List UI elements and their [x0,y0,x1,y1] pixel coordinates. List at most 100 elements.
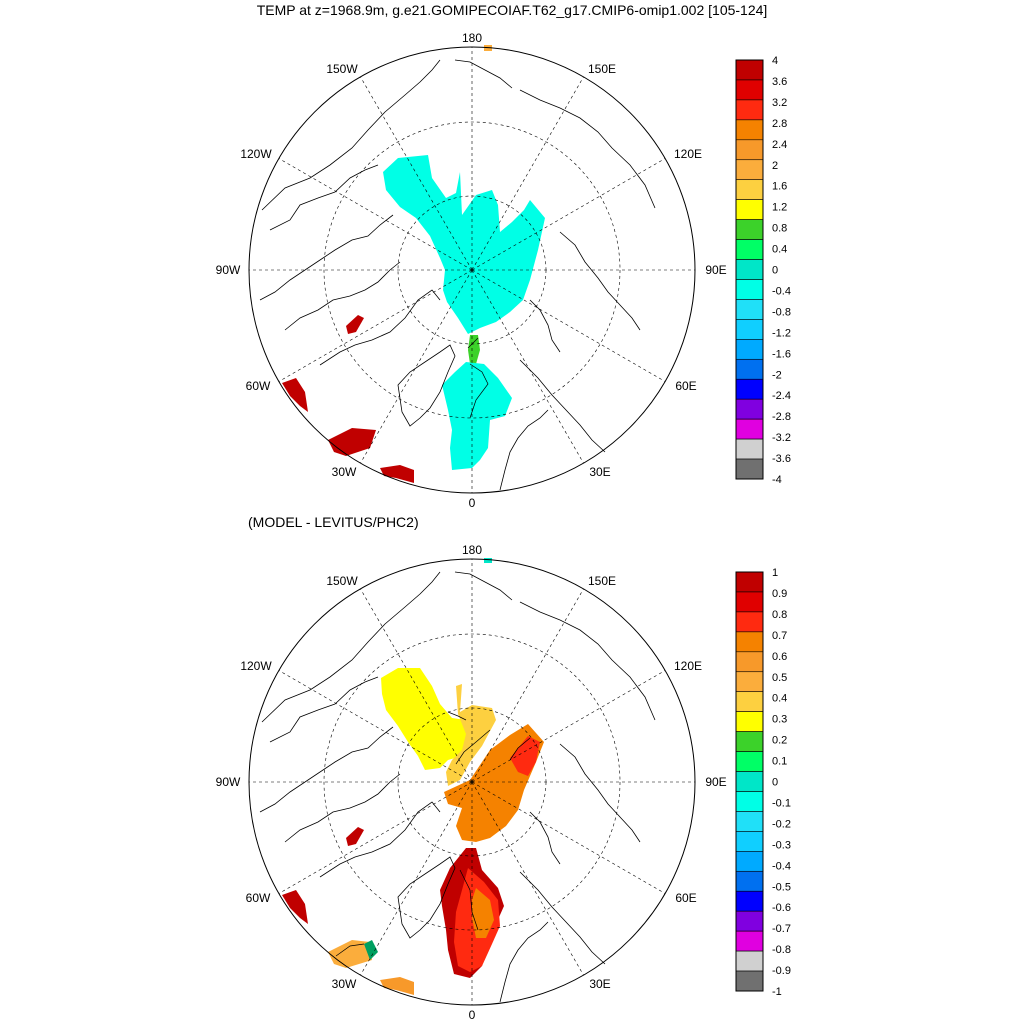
colorbar-tick-label: 0.8 [772,609,787,621]
lon-label-120e: 120E [674,147,702,161]
colorbar-tick-label: 0.1 [772,756,787,768]
map-border-circle [248,46,696,494]
colorbar-tick-label: 0 [772,265,778,277]
contour-lines [467,337,489,419]
colorbar-tick-label: 0.9 [772,588,787,600]
lon-label-30e: 30E [589,465,610,479]
irminger-fill [328,428,376,456]
arctic-basin-fill [383,155,545,334]
colorbar-swatch [735,299,764,320]
lon-label-60e: 60E [675,891,696,905]
nordic-seas-core-fill [472,888,494,938]
colorbar-swatch [735,930,764,952]
colorbar-swatch [735,219,764,240]
colorbar-tick-label: 1 [772,567,778,579]
colorbar-tick-label: -0.6 [772,902,791,914]
colorbar-tick-label: 2.4 [772,139,787,151]
colorbar-swatch [735,671,764,693]
lon-label-90e: 90E [705,263,726,277]
top-lon-labels: 180 150E 120E 90E 60E 30E 0 30W 60W 90W … [216,31,727,510]
colorbar-swatch [735,851,764,872]
colorbar-swatch [735,119,764,141]
colorbar-tick-label: -0.9 [772,965,791,977]
colorbar-swatch [735,458,764,480]
colorbar-tick-label: -0.7 [772,923,791,935]
lon-label-90w: 90W [216,263,241,277]
colorbar-swatch [735,358,764,380]
colorbar-tick-label: 0.3 [772,714,787,726]
iceland-basin-fill [380,465,414,483]
lon-label-120e: 120E [674,659,702,673]
lon-label-150e: 150E [588,62,616,76]
iceland-basin-diff-fill [380,977,414,995]
colorbar-tick-label: -1.6 [772,348,791,360]
colorbar-tick-label: 0.2 [772,735,787,747]
colorbar-tick-label: 1.6 [772,181,787,193]
colorbar-tick-label: 2.8 [772,118,787,130]
top-polar-map [248,45,696,494]
contour-lines [335,711,531,957]
irminger-cold-edge-fill [364,940,378,960]
colorbar-tick-label: -1.2 [772,327,791,339]
coastlines [259,59,656,491]
colorbar-outline [735,59,764,480]
colorbar-tick-label: 0.5 [772,672,787,684]
lon-label-0: 0 [469,1008,476,1022]
canada-basin-yellow-fill [381,668,470,770]
lon-label-90e: 90E [705,775,726,789]
colorbar-tick-label: -2 [772,369,782,381]
graticule [249,559,695,1005]
colorbar-swatch [735,651,764,673]
model-panel: 180 150E 120E 90E 60E 30E 0 30W 60W 90W … [216,31,791,510]
colorbar-swatch [735,259,764,280]
colorbar-tick-label: 0.4 [772,244,787,256]
colorbar-tick-label: 3.6 [772,76,787,88]
temperature-fill-regions [282,45,545,483]
colorbar-swatch [735,591,764,613]
lon-label-180: 180 [462,31,482,45]
colorbar-tick-label: -0.1 [772,797,791,809]
bottom-polar-map [248,558,696,1006]
lon-label-150w: 150W [326,574,358,588]
colorbar-swatch [735,418,764,440]
colorbar-tick-label: 1.2 [772,202,787,214]
colorbar-tick-label: -3.2 [772,432,791,444]
lon-label-60w: 60W [246,379,271,393]
labrador-sea-fill [282,378,308,412]
colorbar-tick-label: -4 [772,474,782,486]
colorbar-tick-label: -0.5 [772,881,791,893]
colorbar-tick-label: -0.8 [772,306,791,318]
colorbar-tick-label: -0.4 [772,860,791,872]
colorbar-swatch [735,771,764,792]
colorbar-swatch [735,950,764,972]
lon-label-30w: 30W [332,465,357,479]
colorbar-swatch [735,378,764,400]
map-border-circle [248,558,696,1006]
colorbar-swatch [735,611,764,633]
lon-label-30w: 30W [332,977,357,991]
baffin-diff-fill [346,827,364,846]
lon-label-120w: 120W [240,659,272,673]
colorbar-tick-label: 3.2 [772,97,787,109]
graticule [249,47,695,493]
bottom-lon-labels: 180 150E 120E 90E 60E 30E 0 30W 60W 90W … [216,543,727,1022]
eurasian-basin-red-fill [510,736,540,776]
colorbar-swatch [735,179,764,200]
colorbar-swatch [735,831,764,852]
lon-label-150e: 150E [588,574,616,588]
labrador-sea-diff-fill [282,890,308,924]
colorbar-swatch [735,711,764,732]
lon-label-90w: 90W [216,775,241,789]
lon-label-0: 0 [469,496,476,510]
fram-strait-green-fill [468,335,480,364]
colorbar-tick-label: -0.4 [772,285,791,297]
colorbar-swatch [735,319,764,340]
bering-diff-fill [484,558,492,563]
difference-subtitle: (MODEL - LEVITUS/PHC2) [248,514,419,530]
lon-label-30e: 30E [589,977,610,991]
difference-panel: (MODEL - LEVITUS/PHC2) [216,514,791,1022]
coastlines [259,571,656,1003]
figure-title: TEMP at z=1968.9m, g.e21.GOMIPECOIAF.T62… [257,2,768,18]
bottom-colorbar: 1 0.9 0.8 0.7 0.6 0.5 0.4 0.3 0.2 0.1 0 -0.1 -0.2 -0.… [735,567,791,998]
colorbar-tick-label: 2 [772,160,778,172]
